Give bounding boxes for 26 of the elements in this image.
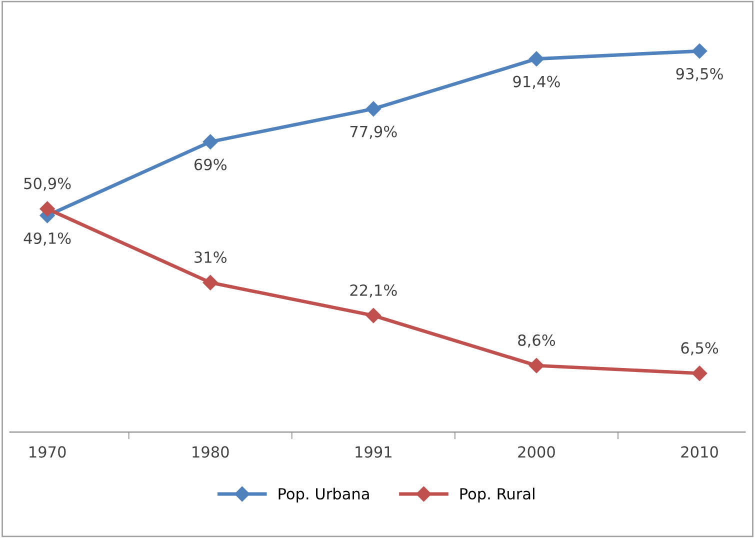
point xyxy=(202,275,218,290)
point xyxy=(366,308,381,324)
legend-label: Pop. Rural xyxy=(460,488,534,503)
data-label: 91,4% xyxy=(513,76,560,89)
data-label: 69% xyxy=(194,158,227,170)
legend-label: Pop. Urbana xyxy=(278,488,369,503)
data-label: 77,9% xyxy=(350,126,397,139)
point xyxy=(366,101,381,116)
data-label: 8,6% xyxy=(518,334,556,348)
x-tick-label: 2000 xyxy=(518,446,555,458)
x-tick-label: 1980 xyxy=(192,446,229,458)
data-label: 31% xyxy=(194,251,227,263)
data-label: 22,1% xyxy=(350,284,397,298)
point xyxy=(202,134,218,150)
point xyxy=(692,43,708,59)
x-tick-label: 2010 xyxy=(681,446,718,458)
data-label: 49,1% xyxy=(24,232,71,246)
data-label: 6,5% xyxy=(681,342,718,356)
data-label: 50,9% xyxy=(24,178,71,191)
data-label: 93,5% xyxy=(676,68,723,82)
point xyxy=(692,366,708,381)
x-tick-label: 1970 xyxy=(30,446,66,458)
point xyxy=(40,201,55,216)
x-tick-label: 1991 xyxy=(356,446,392,458)
point xyxy=(528,358,544,374)
point xyxy=(528,51,544,66)
